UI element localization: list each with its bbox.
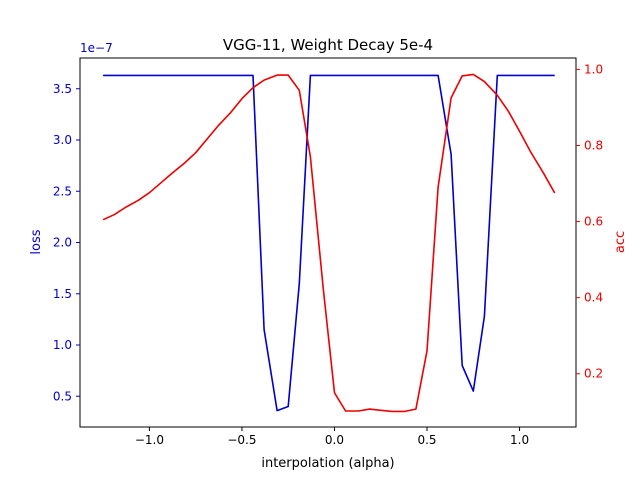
left-tick-label: 3.0 <box>53 133 72 147</box>
loss-series-line <box>103 74 555 412</box>
left-tick-label: 1.0 <box>53 338 72 352</box>
acc-series-line <box>102 73 556 413</box>
x-axis: −1.0 −0.5 0.0 0.5 1.0 <box>135 427 529 447</box>
right-tick-label: 1.0 <box>584 62 603 76</box>
x-tick-label: −1.0 <box>135 433 164 447</box>
x-tick-label: 0.0 <box>325 433 344 447</box>
left-tick-label: 3.5 <box>53 82 72 96</box>
right-tick-label: 0.4 <box>584 291 603 305</box>
left-tick-label: 1.5 <box>53 287 72 301</box>
right-tick-label: 0.8 <box>584 138 603 152</box>
right-axis-label: acc <box>613 231 628 253</box>
chart-title: VGG-11, Weight Decay 5e-4 <box>223 36 433 54</box>
plot-lines <box>102 73 556 413</box>
x-tick-label: 0.5 <box>417 433 436 447</box>
left-tick-label: 2.0 <box>53 236 72 250</box>
x-tick-label: −0.5 <box>227 433 256 447</box>
x-axis-label: interpolation (alpha) <box>261 456 394 471</box>
left-offset-label: 1e−7 <box>80 41 113 55</box>
left-axis-label: loss <box>29 229 44 254</box>
left-tick-label: 0.5 <box>53 389 72 403</box>
right-axis: 0.2 0.4 0.6 0.8 1.0 <box>576 62 603 381</box>
right-tick-label: 0.2 <box>584 367 603 381</box>
left-tick-label: 2.5 <box>53 184 72 198</box>
x-tick-label: 1.0 <box>510 433 529 447</box>
left-axis: 0.5 1.0 1.5 2.0 2.5 3.0 3.5 <box>53 82 80 403</box>
right-tick-label: 0.6 <box>584 215 603 229</box>
